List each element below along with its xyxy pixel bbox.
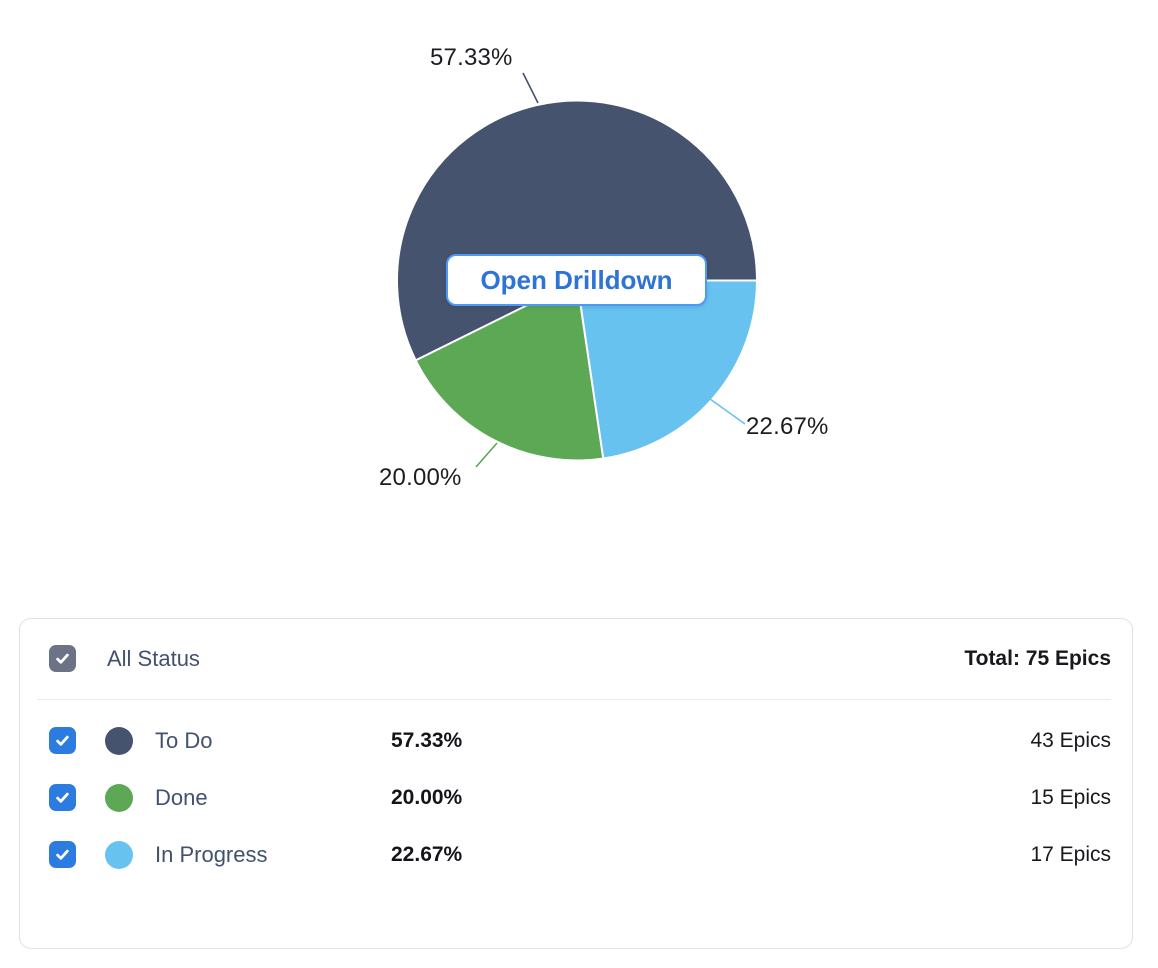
check-icon bbox=[56, 653, 69, 664]
legend-row-done: Done 20.00% 15 Epics bbox=[20, 769, 1132, 826]
done-checkbox[interactable] bbox=[49, 784, 76, 811]
total-epics-label: Total: 75 Epics bbox=[964, 646, 1111, 670]
inprogress-checkbox[interactable] bbox=[49, 841, 76, 868]
legend-rows: To Do 57.33% 43 Epics Done 20.00% 15 Epi… bbox=[20, 700, 1132, 883]
open-drilldown-button[interactable]: Open Drilldown bbox=[446, 254, 707, 306]
legend-header-row: All Status Total: 75 Epics bbox=[20, 619, 1132, 672]
pie-label-todo: 57.33% bbox=[430, 44, 513, 71]
check-icon bbox=[56, 792, 69, 803]
inprogress-color-dot bbox=[105, 840, 133, 869]
legend-row-inprogress: In Progress 22.67% 17 Epics bbox=[20, 826, 1132, 883]
todo-checkbox[interactable] bbox=[49, 727, 76, 754]
leader-line-done bbox=[475, 442, 498, 468]
done-percent: 20.00% bbox=[391, 785, 463, 809]
todo-percent: 57.33% bbox=[391, 728, 463, 752]
pie-label-done: 20.00% bbox=[379, 464, 462, 491]
legend-divider bbox=[37, 699, 1111, 700]
check-icon bbox=[56, 849, 69, 860]
pie-slice-inprogress[interactable] bbox=[576, 279, 758, 460]
done-count: 15 Epics bbox=[1030, 785, 1111, 809]
legend-card: All Status Total: 75 Epics To Do 57.33% … bbox=[19, 618, 1133, 949]
legend-row-todo: To Do 57.33% 43 Epics bbox=[20, 712, 1132, 769]
pie-slice-done[interactable] bbox=[414, 279, 605, 462]
all-status-checkbox[interactable] bbox=[49, 645, 76, 672]
inprogress-count: 17 Epics bbox=[1030, 842, 1111, 866]
all-status-label: All Status bbox=[107, 645, 200, 671]
pie-label-inprogress: 22.67% bbox=[746, 413, 829, 440]
leader-line-todo bbox=[522, 72, 539, 104]
done-label: Done bbox=[155, 784, 208, 810]
pie-chart: 57.33% 20.00% 22.67% Open Drilldown bbox=[379, 44, 829, 491]
todo-color-dot bbox=[105, 726, 133, 755]
leader-line-inprogress bbox=[709, 398, 746, 425]
inprogress-label: In Progress bbox=[155, 841, 268, 867]
done-color-dot bbox=[105, 783, 133, 812]
inprogress-percent: 22.67% bbox=[391, 842, 463, 866]
todo-label: To Do bbox=[155, 727, 213, 753]
todo-count: 43 Epics bbox=[1030, 728, 1111, 752]
check-icon bbox=[56, 735, 69, 746]
